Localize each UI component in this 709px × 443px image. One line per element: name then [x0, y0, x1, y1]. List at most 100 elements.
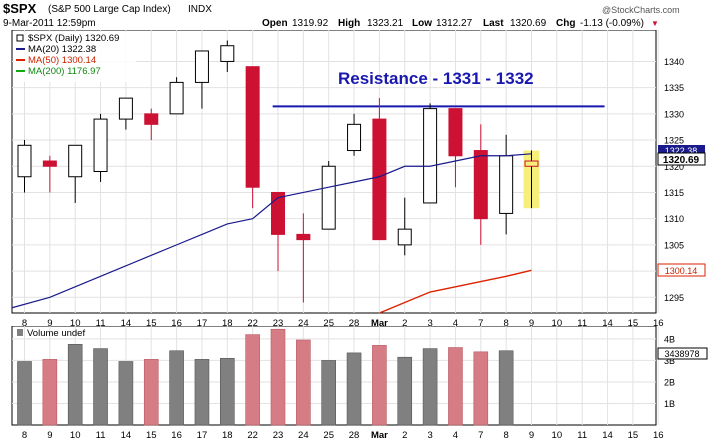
price-x-tick: 8 [504, 318, 509, 329]
high-label: High [338, 18, 360, 29]
volume-bar [194, 359, 210, 426]
price-x-tick: 11 [96, 318, 106, 329]
date-time: 9-Mar-2011 12:59pm [3, 18, 96, 29]
volume-bar [169, 350, 184, 426]
volume-x-tick: 11 [577, 430, 587, 441]
price-x-tick: 22 [247, 318, 258, 329]
price-x-tick: 15 [628, 318, 639, 329]
low-label: Low [412, 18, 432, 29]
chg-value: -1.13 (-0.09%) [580, 18, 644, 29]
volume-bar [270, 328, 286, 426]
volume-bar [346, 352, 362, 426]
volume-x-tick: 14 [602, 430, 613, 441]
price-x-tick: 10 [552, 318, 563, 329]
volume-bar [93, 348, 108, 426]
price-x-tick: 17 [197, 318, 208, 329]
volume-x-tick: 9 [47, 430, 52, 441]
candle-body [169, 81, 184, 115]
volume-x-tick: 16 [171, 430, 182, 441]
exchange: INDX [188, 4, 212, 15]
price-x-tick: 7 [478, 318, 483, 329]
candle-body [499, 155, 514, 214]
volume-bar [296, 339, 311, 426]
volume-x-tick: 25 [323, 430, 334, 441]
header-svg: $SPX (S&P 500 Large Cap Index) INDX 9-Ma… [3, 1, 680, 29]
volume-x-tick: 3 [427, 430, 432, 441]
volume-x-tick: 16 [653, 430, 664, 441]
candle-body [17, 144, 32, 178]
high-value: 1323.21 [367, 18, 404, 29]
volume-bar [372, 345, 387, 426]
price-y-tick: 1310 [664, 214, 684, 224]
price-x-tick: 16 [171, 318, 182, 329]
price-y-tick: 1335 [664, 83, 684, 93]
legend-price: $SPX (Daily) 1320.69 [28, 33, 119, 44]
legend: $SPX (Daily) 1320.69 MA(20) 1322.38 MA(5… [14, 32, 136, 82]
volume-x-tick: 23 [273, 430, 284, 441]
legend-ma50: MA(50) 1300.14 [28, 55, 96, 66]
volume-bar [42, 359, 58, 426]
volume-y-tick: 4B [664, 334, 675, 344]
price-x-tick: 16 [653, 318, 664, 329]
volume-y-tick: 2B [664, 377, 675, 387]
bottom-x-axis: 8 9 10 11 14 15 16 17 18 22 23 24 25 28 Mar 2 3 4 7 8 9 10 11 1… [22, 430, 664, 441]
last-badge-text: 1320.69 [663, 155, 700, 166]
price-x-tick: 2 [402, 318, 407, 329]
ma50-badge [657, 263, 706, 277]
volume-bar [17, 361, 32, 426]
volume-x-tick: 10 [70, 430, 81, 441]
price-x-tick: 10 [70, 318, 81, 329]
price-x-tick: 11 [577, 318, 587, 329]
price-x-tick: 14 [602, 318, 613, 329]
legend-ma20: MA(20) 1322.38 [28, 44, 96, 55]
open-value: 1319.92 [292, 18, 329, 29]
price-x-tick: 4 [453, 318, 458, 329]
price-x-tick: 25 [323, 318, 334, 329]
price-y-tick: 1295 [664, 293, 684, 303]
ma50-badge-text: 1300.14 [665, 266, 698, 276]
volume-bar [422, 348, 438, 426]
volume-x-tick: 17 [197, 430, 208, 441]
volume-x-tick: 22 [247, 430, 258, 441]
volume-bar [397, 356, 413, 426]
volume-x-tick: 8 [22, 430, 27, 441]
last-badge [657, 152, 706, 166]
ma20-badge [658, 145, 705, 156]
volume-y-tick: 1B [664, 399, 675, 409]
candle-body [296, 233, 311, 241]
volume-bar [245, 334, 260, 426]
price-x-tick: 9 [47, 318, 52, 329]
price-x-tick: 24 [298, 318, 309, 329]
volume-x-tick: 7 [478, 430, 483, 441]
price-x-tick: 15 [146, 318, 157, 329]
candle-body [245, 66, 260, 188]
candle-body [220, 45, 235, 62]
price-y-tick: 1325 [664, 136, 684, 146]
candle-body [347, 123, 362, 152]
price-y-tick: 1340 [664, 57, 684, 67]
volume-bar [321, 360, 337, 426]
price-x-tick: 23 [273, 318, 284, 329]
volume-x-tick: 15 [628, 430, 639, 441]
price-badges: 1322.38 1320.69 1300.14 [657, 145, 706, 277]
volume-bar [473, 351, 489, 426]
price-x-tick: Mar [371, 318, 388, 329]
price-y-tick: 1305 [664, 240, 684, 250]
price-y-tick: 1315 [664, 188, 684, 198]
volume-bars [17, 328, 514, 426]
volume-bar [448, 347, 463, 426]
volume-bar [498, 350, 514, 426]
candle-body [93, 118, 108, 172]
price-x-tick: 8 [22, 318, 27, 329]
candle-body [68, 144, 83, 178]
candle-body [194, 50, 209, 83]
volume-title: Volume undef [27, 328, 85, 339]
volume-x-tick: 4 [453, 430, 458, 441]
volume-x-tick: Mar [371, 430, 388, 441]
volume-x-axis-labels: 8 9 10 11 14 15 16 17 18 22 23 24 25 28 Mar 2 3 4 7 8 9 10 11 1… [22, 430, 664, 441]
volume-x-tick: 10 [552, 430, 563, 441]
chg-label: Chg [556, 18, 575, 29]
ma20-badge-text: 1322.38 [665, 146, 698, 156]
candlesticks [17, 40, 539, 303]
price-x-axis: 8 9 10 11 14 15 16 17 18 22 23 24 25 28 Mar 2 3 4 7 8 9 10 11 1… [22, 318, 664, 329]
